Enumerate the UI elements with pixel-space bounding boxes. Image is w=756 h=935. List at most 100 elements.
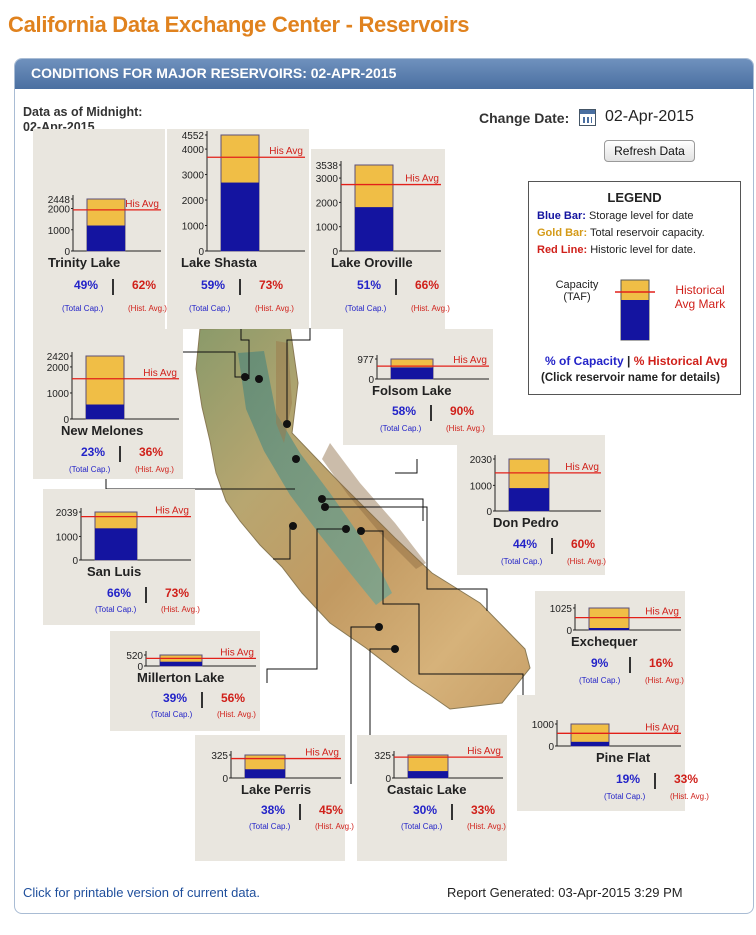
his-avg-label: His Avg xyxy=(125,199,159,210)
capacity-tick-label: 1000 xyxy=(532,720,555,731)
printable-version-link[interactable]: Click for printable version of current d… xyxy=(23,885,260,900)
chart-lake-shasta: 4552 4000 3000 2000 1000 0 His Avg xyxy=(182,131,305,258)
legend-gold-key: Gold Bar: xyxy=(537,227,588,239)
pct-historical-avg: 56% xyxy=(221,691,246,705)
stat-separator xyxy=(201,692,203,708)
reservoir-card-folsom-lake: 977 0 His Avg Folsom Lake 58% 90% (Total Cap.)… xyxy=(343,329,493,445)
reservoir-name-link[interactable]: Don Pedro xyxy=(493,515,559,530)
page-title: California Data Exchange Center - Reserv… xyxy=(8,12,470,37)
reservoir-card-don-pedro: 2030 1000 0 His Avg Don Pedro 44% 60% (Total Ca… xyxy=(457,435,606,575)
calendar-icon[interactable] xyxy=(579,109,596,126)
stat-separator xyxy=(654,773,656,789)
stat-separator xyxy=(451,804,453,820)
tick-label: 1000 xyxy=(56,532,79,543)
stat-separator xyxy=(299,804,301,820)
his-avg-label: His Avg xyxy=(645,722,679,733)
capacity-tick-label: 325 xyxy=(211,751,228,762)
legend-red-key: Red Line: xyxy=(537,244,588,256)
reservoir-name-link[interactable]: Exchequer xyxy=(571,634,638,649)
legend-gold-text: Total reservoir capacity. xyxy=(589,227,705,239)
tick-label: 1000 xyxy=(182,222,205,233)
reservoir-name-link[interactable]: Pine Flat xyxy=(596,750,651,765)
tick-label: 0 xyxy=(198,247,204,258)
pct-historical-avg: 60% xyxy=(571,537,596,551)
capacity-tick-label: 2420 xyxy=(47,352,70,363)
stat-separator xyxy=(629,657,631,673)
reservoir-name-link[interactable]: New Melones xyxy=(61,423,144,438)
date-value[interactable]: 02-Apr-2015 xyxy=(605,108,694,125)
tick-label: 0 xyxy=(222,774,228,785)
legend-capacity-text: Capacity xyxy=(555,279,599,291)
chart-lake-oroville: 3538 3000 2000 1000 0 His Avg xyxy=(316,161,441,258)
reservoir-card-castaic-lake: 325 0 His Avg Castaic Lake 30% 33% (Total Cap.… xyxy=(357,735,507,861)
tick-label: 1000 xyxy=(48,226,71,237)
tick-label: 0 xyxy=(548,742,554,753)
hist-avg-label: (Hist. Avg.) xyxy=(411,304,450,313)
legend-capacity-unit: (TAF) xyxy=(563,291,591,303)
total-cap-label: (Total Cap.) xyxy=(95,605,137,614)
reservoir-name-link[interactable]: Castaic Lake xyxy=(387,782,467,797)
hist-avg-label: (Hist. Avg.) xyxy=(128,304,167,313)
capacity-tick-label: 2039 xyxy=(56,508,79,519)
reservoir-card-millerton-lake: 520 0 His Avg Millerton Lake 39% 56% (Total Ca… xyxy=(110,631,260,731)
stat-separator xyxy=(551,538,553,554)
reservoir-name-link[interactable]: Lake Perris xyxy=(241,782,312,797)
reservoir-name-link[interactable]: San Luis xyxy=(87,564,142,579)
total-cap-label: (Total Cap.) xyxy=(501,557,543,566)
tick-label: 0 xyxy=(486,507,492,518)
storage-bar xyxy=(355,207,393,251)
chart-exchequer: 1025 0 His Avg xyxy=(550,604,681,637)
reservoir-name-link[interactable]: Lake Oroville xyxy=(331,255,413,270)
reservoir-name-link[interactable]: Trinity Lake xyxy=(48,255,121,270)
hist-avg-label: (Hist. Avg.) xyxy=(567,557,606,566)
storage-bar xyxy=(87,225,125,251)
change-date-label: Change Date: xyxy=(479,110,570,126)
reservoir-name-link[interactable]: Lake Shasta xyxy=(181,255,257,270)
hist-avg-label: (Hist. Avg.) xyxy=(255,304,294,313)
legend: LEGEND Blue Bar: Storage level for date … xyxy=(528,181,741,395)
tick-label: 0 xyxy=(137,662,143,673)
his-avg-label: His Avg xyxy=(405,174,439,185)
legend-click-note: (Click reservoir name for details) xyxy=(541,372,720,384)
his-avg-label: His Avg xyxy=(645,607,679,618)
storage-bar xyxy=(86,404,124,419)
his-avg-label: His Avg xyxy=(143,368,177,379)
total-cap-label: (Total Cap.) xyxy=(62,304,104,313)
tick-label: 1000 xyxy=(47,389,70,400)
his-avg-label: His Avg xyxy=(565,462,599,473)
chart-san-luis: 2039 1000 0 His Avg xyxy=(56,506,191,567)
pct-historical-avg: 62% xyxy=(132,278,157,292)
chart-lake-perris: 325 0 His Avg xyxy=(211,748,341,785)
pct-capacity: 49% xyxy=(74,278,99,292)
capacity-tick-label: 1025 xyxy=(550,604,573,615)
storage-bar xyxy=(221,182,259,251)
capacity-tick-label: 3538 xyxy=(316,161,339,172)
tick-label: 0 xyxy=(566,626,572,637)
pct-historical-avg: 16% xyxy=(649,656,674,670)
legend-capacity-label: Capacity (TAF) xyxy=(553,279,601,303)
reservoir-card-lake-shasta: 4552 4000 3000 2000 1000 0 His Avg Lake Shasta 5… xyxy=(167,129,309,329)
capacity-tick-label: 520 xyxy=(126,651,143,662)
tick-label: 3000 xyxy=(182,171,205,182)
pct-capacity: 66% xyxy=(107,586,132,600)
refresh-data-button[interactable]: Refresh Data xyxy=(604,140,695,162)
chart-don-pedro: 2030 1000 0 His Avg xyxy=(470,455,601,518)
reservoir-name-link[interactable]: Millerton Lake xyxy=(137,670,225,685)
tick-label: 2000 xyxy=(48,205,71,216)
storage-bar xyxy=(160,661,202,666)
legend-historical: Historical xyxy=(675,283,725,297)
stat-separator xyxy=(395,279,397,295)
tick-label: 0 xyxy=(72,556,78,567)
pct-capacity: 58% xyxy=(392,404,417,418)
data-as-of-label: Data as of Midnight: xyxy=(23,105,143,119)
reservoir-name-link[interactable]: Folsom Lake xyxy=(372,383,452,398)
hist-avg-label: (Hist. Avg.) xyxy=(467,822,506,831)
tick-label: 0 xyxy=(385,774,391,785)
legend-hist-mark: Historical Avg Mark xyxy=(665,283,735,311)
total-cap-label: (Total Cap.) xyxy=(69,465,111,474)
stat-separator xyxy=(239,279,241,295)
hist-avg-label: (Hist. Avg.) xyxy=(645,676,684,685)
storage-bar xyxy=(589,628,629,630)
